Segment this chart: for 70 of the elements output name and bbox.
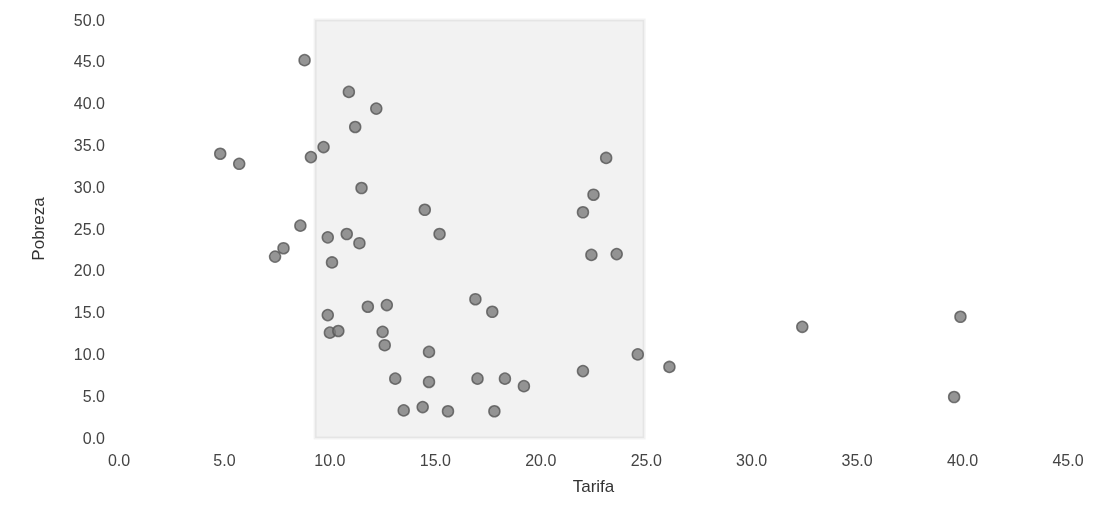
- point: [486, 305, 499, 319]
- y-tick-label: 30.0: [73, 178, 106, 196]
- point: [441, 405, 455, 418]
- point: [469, 292, 482, 306]
- point: [947, 390, 961, 404]
- x-tick-label: 5.0: [213, 451, 236, 469]
- point: [498, 372, 512, 385]
- y-tick-label: 20.0: [73, 262, 106, 280]
- y-tick-label: 0.0: [82, 429, 106, 447]
- point: [277, 241, 290, 255]
- y-tick-label: 45.0: [73, 53, 106, 71]
- point: [304, 150, 318, 164]
- point: [378, 338, 391, 352]
- point: [321, 231, 335, 244]
- x-axis-title: Tarifa: [572, 477, 615, 496]
- point: [353, 236, 366, 250]
- point: [585, 248, 598, 262]
- y-tick-label: 25.0: [73, 220, 106, 238]
- point: [416, 400, 429, 414]
- point: [355, 181, 368, 195]
- point: [471, 372, 484, 385]
- point: [488, 405, 501, 418]
- x-tick-label: 15.0: [419, 451, 452, 469]
- point: [599, 151, 613, 165]
- y-tick-label: 5.0: [82, 387, 106, 405]
- point: [422, 375, 436, 389]
- point: [576, 206, 590, 219]
- x-tick-label: 30.0: [736, 451, 768, 469]
- x-tick-label: 45.0: [1052, 451, 1084, 469]
- point: [380, 298, 394, 312]
- y-tick-label: 40.0: [73, 95, 106, 113]
- point: [389, 372, 402, 385]
- point: [376, 325, 389, 339]
- point: [587, 188, 600, 201]
- point: [370, 102, 383, 115]
- point: [517, 379, 531, 393]
- y-axis-title: Pobreza: [29, 196, 48, 261]
- x-tick-label: 35.0: [841, 451, 873, 469]
- y-tick-label: 10.0: [73, 345, 106, 363]
- point: [663, 360, 676, 374]
- point: [342, 85, 356, 99]
- point: [576, 364, 590, 378]
- point: [325, 256, 339, 269]
- point: [232, 157, 246, 171]
- point: [422, 345, 436, 359]
- point: [213, 147, 227, 161]
- point: [348, 120, 362, 134]
- point: [268, 250, 282, 263]
- point: [418, 203, 432, 217]
- x-tick-label: 40.0: [946, 451, 979, 469]
- point: [321, 308, 335, 322]
- point: [361, 300, 375, 313]
- point: [317, 140, 330, 154]
- point: [610, 247, 623, 261]
- x-tick-label: 0.0: [107, 451, 131, 469]
- point: [298, 53, 311, 67]
- point: [631, 348, 645, 361]
- point: [954, 310, 967, 324]
- x-tick-label: 25.0: [630, 451, 662, 469]
- y-tick-label: 15.0: [73, 304, 106, 322]
- y-tick-label: 35.0: [73, 136, 106, 154]
- point: [397, 404, 410, 417]
- x-tick-label: 10.0: [314, 451, 346, 469]
- point: [433, 227, 446, 241]
- x-tick-label: 20.0: [525, 451, 557, 469]
- point: [796, 320, 809, 334]
- point: [332, 324, 345, 338]
- y-tick-label: 50.0: [73, 11, 106, 29]
- point: [294, 219, 307, 232]
- point: [340, 227, 354, 241]
